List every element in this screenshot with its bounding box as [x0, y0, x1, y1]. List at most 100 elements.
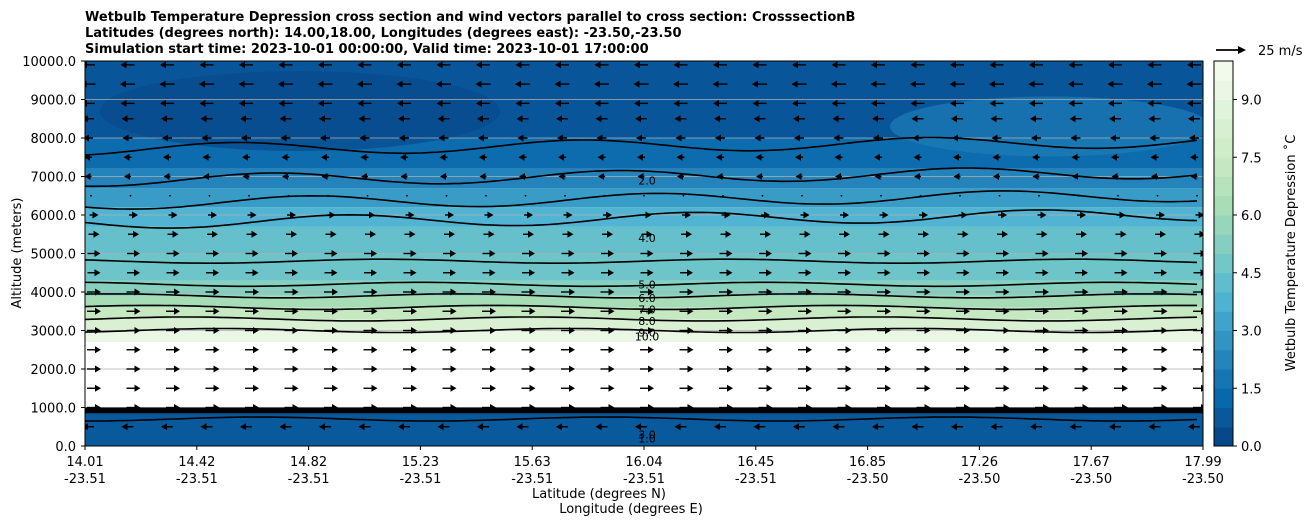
wind-vector-head: [199, 80, 205, 88]
wind-vector-head: [753, 115, 760, 123]
wind-vector: [1109, 423, 1121, 431]
wind-vector: [637, 173, 645, 180]
wind-vector: [679, 365, 694, 373]
wind-vector: [126, 404, 141, 411]
wind-vector: [714, 423, 726, 431]
wind-vector: [200, 115, 213, 123]
wind-vector-head: [727, 404, 733, 411]
wind-vector-head: [637, 153, 643, 161]
wind-vector-head: [647, 269, 654, 277]
wind-vector-head: [174, 404, 180, 411]
wind-vector-head: [765, 230, 771, 238]
wind-vector: [166, 269, 180, 277]
wind-vector-head: [319, 423, 325, 431]
contour-line: [85, 136, 1198, 156]
wind-vector-head: [634, 61, 640, 69]
wind-vector: [995, 288, 1010, 296]
wind-vector: [949, 80, 965, 88]
wind-vector-head: [85, 80, 87, 88]
wind-vector: [482, 307, 496, 315]
wind-vector: [238, 80, 254, 88]
wind-vector-head: [200, 423, 207, 431]
wind-vector-head: [637, 173, 644, 180]
wind-vector: [403, 269, 417, 277]
wind-vector: [633, 80, 649, 88]
wind-vector: [1035, 327, 1049, 334]
wind-vector-head: [608, 250, 614, 257]
wind-vector-head: [371, 250, 377, 257]
wind-vector: [476, 99, 490, 107]
wind-vector-head: [490, 404, 496, 411]
wind-vector-head: [95, 346, 101, 354]
wind-vector: [442, 346, 457, 354]
wind-vector: [1114, 384, 1128, 392]
x-tick-latitude: 16.85: [849, 455, 886, 470]
colorbar-tick-label: 0.0: [1241, 440, 1262, 455]
wind-vector-head: [805, 269, 812, 277]
wind-vector: [556, 115, 568, 123]
wind-vector-head: [213, 346, 220, 354]
wind-vector: [127, 269, 140, 277]
wind-vector-head: [1190, 153, 1196, 161]
wind-vector-head: [1161, 404, 1168, 411]
wind-vector: [1187, 61, 1201, 69]
wind-vector-head: [478, 134, 484, 142]
wind-vector: [959, 194, 961, 197]
wind-vector-head: [280, 134, 287, 142]
wind-vector-head: [201, 134, 208, 142]
wind-vector: [600, 288, 615, 296]
wind-vector-head: [569, 384, 575, 392]
wind-vector-head: [95, 288, 101, 296]
wind-vector: [798, 384, 812, 392]
y-tick-label: 8000.0: [31, 132, 77, 147]
wind-vector-head: [1071, 153, 1078, 161]
wind-vector: [594, 80, 609, 88]
wind-vector: [601, 269, 614, 277]
wind-vector-head: [716, 173, 723, 180]
wind-vector: [445, 194, 448, 197]
wind-vector-head: [1107, 80, 1114, 88]
wind-vector-head: [1002, 230, 1008, 238]
wind-vector-head: [199, 99, 206, 107]
wind-key: 25 m/s: [1216, 44, 1303, 59]
wind-vector: [167, 230, 179, 238]
wind-vector-head: [882, 211, 889, 219]
wind-vector-head: [1068, 80, 1074, 88]
wind-vector-head: [134, 307, 141, 315]
wind-vector-head: [569, 327, 575, 334]
wind-vector-head: [1161, 250, 1167, 257]
wind-vector: [1155, 230, 1166, 238]
wind-vector: [285, 269, 298, 277]
wind-vector: [442, 307, 457, 315]
wind-vector: [641, 230, 653, 238]
wind-vector: [956, 384, 970, 392]
wind-vector-head: [450, 288, 457, 296]
wind-vector-head: [727, 288, 733, 296]
wind-vector-head: [568, 250, 575, 257]
wind-vector: [561, 307, 575, 315]
wind-vector-head: [134, 404, 141, 411]
wind-vector: [199, 80, 214, 88]
y-tick-label: 7000.0: [31, 171, 77, 186]
wind-vector-head: [518, 153, 525, 161]
wind-vector-head: [687, 365, 694, 373]
wind-vector: [916, 288, 931, 296]
x-tick-longitude: -23.50: [1182, 472, 1224, 487]
wind-vector: [1114, 250, 1128, 257]
wind-vector-head: [163, 173, 170, 180]
wind-vector: [602, 230, 613, 238]
wind-vector-head: [1029, 99, 1035, 107]
wind-vector-head: [95, 384, 101, 392]
wind-vector: [1114, 269, 1128, 277]
wind-vector: [1114, 307, 1128, 315]
wind-vector-head: [766, 269, 772, 277]
wind-vector: [877, 307, 891, 315]
wind-vector: [318, 61, 332, 69]
wind-vector: [679, 307, 694, 315]
contour-label: 7.0: [638, 303, 656, 316]
wind-vector: [871, 61, 885, 69]
contour-label: 1.0: [638, 432, 656, 445]
wind-vector: [998, 194, 1001, 197]
wind-vector-head: [240, 115, 246, 123]
wind-vector: [444, 230, 455, 238]
